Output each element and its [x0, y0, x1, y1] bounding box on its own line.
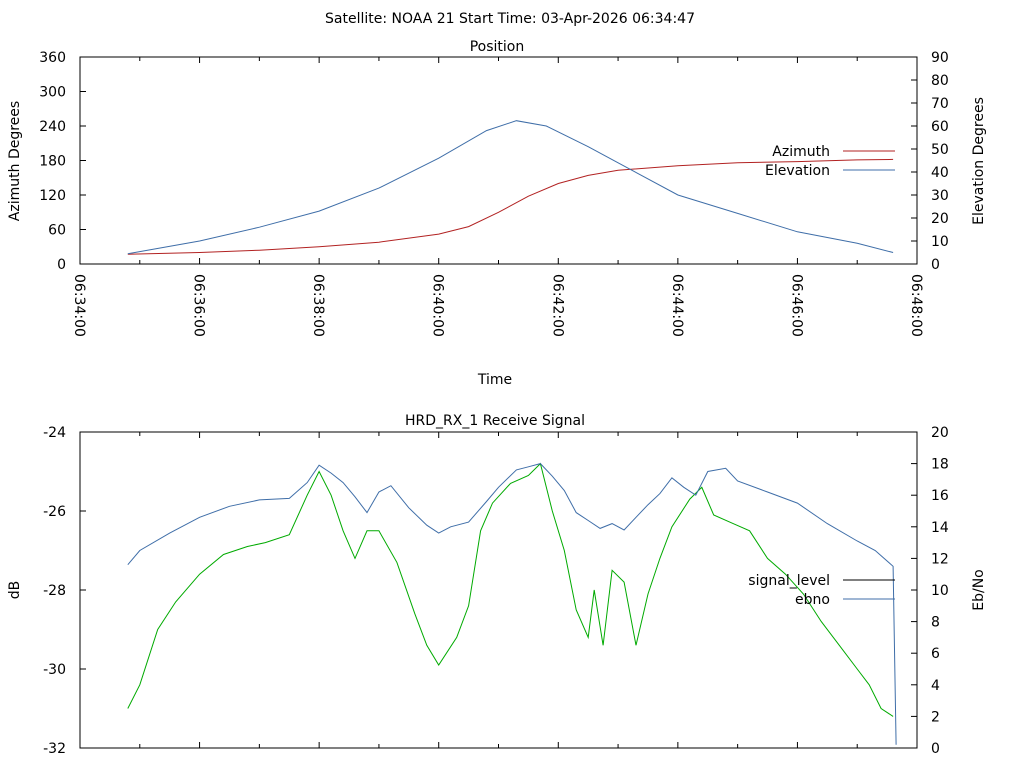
time-axis: 06:34:00 06:36:00 06:38:00 06:40:00 06:42:00… — [71, 57, 924, 337]
y2-tick-label: 70 — [931, 96, 949, 112]
y2-tick-label: 6 — [931, 646, 940, 662]
y2-tick-label: 40 — [931, 165, 949, 181]
signal-time-axis — [79, 432, 918, 748]
position-chart-title: Position — [470, 39, 525, 55]
signal-series-group — [127, 462, 897, 745]
ebno-axis: 0 2 4 6 8 10 12 14 16 18 20 — [911, 425, 949, 757]
db-axis: -32 -30 -28 -26 -24 — [43, 425, 86, 757]
signal-legend: signal_level ebno — [748, 573, 895, 608]
position-chart: Position 0 60 120 180 240 300 360 0 10 20 30 40 50 6… — [7, 39, 987, 388]
x-tick-label: 06:38:00 — [310, 274, 326, 337]
series-line-ebno — [127, 463, 897, 745]
series-line-elevation — [127, 120, 894, 255]
y-tick-label: 120 — [39, 188, 66, 204]
y2-tick-label: 18 — [931, 457, 949, 473]
azimuth-axis: 0 60 120 180 240 300 360 — [39, 50, 86, 273]
ebno-axis-label: Eb/No — [971, 569, 987, 611]
x-tick-label: 06:44:00 — [669, 274, 685, 337]
time-axis-label: Time — [477, 372, 512, 388]
azimuth-axis-label: Azimuth Degrees — [7, 101, 23, 221]
elevation-axis: 0 10 20 30 40 50 60 70 80 90 — [911, 50, 949, 273]
y2-tick-label: 60 — [931, 119, 949, 135]
x-tick-label: 06:48:00 — [908, 274, 924, 337]
y2-tick-label: 80 — [931, 73, 949, 89]
y2-tick-label: 8 — [931, 615, 940, 631]
legend-label-elevation: Elevation — [765, 163, 830, 179]
y-tick-label: 180 — [39, 154, 66, 170]
receive-signal-chart: HRD_RX_1 Receive Signal -32-30-28-26-24 … — [7, 413, 987, 757]
y-tick-label: -24 — [43, 425, 66, 441]
series-line-azimuth — [127, 158, 894, 255]
y2-tick-label: 90 — [931, 50, 949, 66]
y2-tick-label: 20 — [931, 425, 949, 441]
y-tick-label: 360 — [39, 50, 66, 66]
elevation-axis-label: Elevation Degrees — [971, 97, 987, 225]
position-series-group — [127, 120, 894, 255]
y2-tick-label: 12 — [931, 551, 949, 567]
y-tick-label: 0 — [57, 257, 66, 273]
receive-signal-chart-title: HRD_RX_1 Receive Signal — [405, 413, 585, 429]
db-axis-label: dB — [7, 581, 23, 600]
figure-title: Satellite: NOAA 21 Start Time: 03-Apr-20… — [325, 11, 695, 27]
y-tick-label: 60 — [48, 223, 66, 239]
x-tick-label: 06:34:00 — [71, 274, 87, 337]
legend-label-ebno: ebno — [795, 592, 830, 608]
x-tick-label: 06:40:00 — [430, 274, 446, 337]
y-tick-label: -32 — [43, 741, 66, 757]
y2-tick-label: 10 — [931, 583, 949, 599]
y2-tick-label: 16 — [931, 488, 949, 504]
y2-tick-label: 2 — [931, 709, 940, 725]
y-tick-label: -28 — [43, 583, 66, 599]
y-tick-label: 300 — [39, 85, 66, 101]
legend-label-signal-level: signal_level — [748, 573, 830, 589]
x-tick-label: 06:42:00 — [549, 274, 565, 337]
position-legend: Azimuth Elevation — [765, 144, 895, 179]
y-tick-label: -30 — [43, 662, 66, 678]
y2-tick-label: 0 — [931, 741, 940, 757]
legend-label-azimuth: Azimuth — [772, 144, 830, 160]
y2-tick-label: 50 — [931, 142, 949, 158]
y-tick-label: 240 — [39, 119, 66, 135]
x-tick-label: 06:46:00 — [788, 274, 804, 337]
y2-tick-label: 10 — [931, 234, 949, 250]
x-tick-label: 06:36:00 — [191, 274, 207, 337]
y2-tick-label: 0 — [931, 257, 940, 273]
y2-tick-label: 30 — [931, 188, 949, 204]
y2-tick-label: 14 — [931, 520, 949, 536]
y2-tick-label: 4 — [931, 678, 940, 694]
y-tick-label: -26 — [43, 504, 66, 520]
y2-tick-label: 20 — [931, 211, 949, 227]
